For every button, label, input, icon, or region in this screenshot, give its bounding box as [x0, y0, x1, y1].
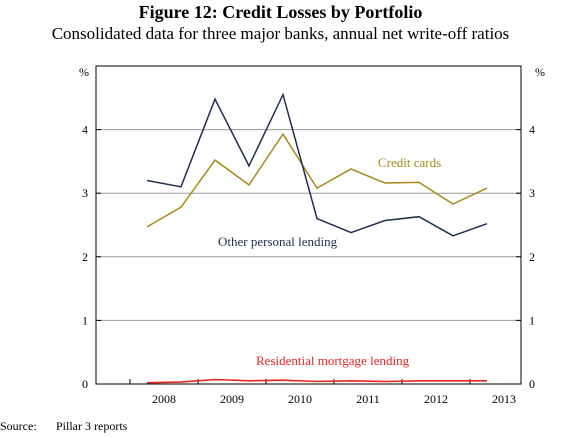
x-tick-label: 2010	[288, 392, 312, 406]
y-tick-label-right: 0	[529, 377, 535, 391]
y-tick-label-left: 1	[82, 313, 88, 327]
series-annotations: Credit cards Other personal lending Reside…	[218, 155, 441, 368]
series-line-residential-mortgage-lending	[146, 378, 487, 384]
y-ticks: 0 0 1 1 2 2 3 3 4 4	[82, 123, 535, 391]
annotation-residential-mortgage-lending: Residential mortgage lending	[256, 353, 410, 368]
y-tick-label-right: 2	[529, 250, 535, 264]
series-line-other-personal-lending	[146, 92, 488, 237]
source-note: Source: Pillar 3 reports	[0, 419, 127, 434]
plot-frame	[95, 65, 522, 385]
annotation-other-personal-lending: Other personal lending	[218, 234, 338, 249]
chart-subtitle: Consolidated data for three major banks,…	[51, 24, 510, 43]
y-tick-label-left: 4	[82, 123, 88, 137]
series-lines	[146, 92, 488, 384]
y-tick-label-left: 3	[82, 186, 88, 200]
y-tick-label-right: 3	[529, 186, 535, 200]
y-tick-label-left: 0	[82, 377, 88, 391]
source-label: Source:	[0, 419, 37, 433]
x-tick-label: 2012	[424, 392, 448, 406]
y-tick-label-left: 2	[82, 250, 88, 264]
source-text: Pillar 3 reports	[56, 419, 128, 433]
annotation-credit-cards: Credit cards	[378, 155, 441, 170]
y-tick-label-right: 4	[529, 123, 535, 137]
x-tick-label: 2009	[220, 392, 244, 406]
chart-title: Figure 12: Credit Losses by Portfolio	[138, 2, 423, 22]
series-line-credit-cards	[146, 132, 488, 228]
y-tick-label-right: 1	[529, 313, 535, 327]
x-tick-label: 2011	[356, 392, 380, 406]
y-axis-unit-left: %	[79, 65, 89, 79]
x-tick-label: 2008	[152, 392, 176, 406]
x-tick-label: 2013	[492, 392, 516, 406]
x-ticks: 2008 2009 2010 2011 2012 2013	[129, 379, 516, 406]
y-axis-unit-right: %	[535, 65, 545, 79]
gridlines	[96, 129, 521, 321]
